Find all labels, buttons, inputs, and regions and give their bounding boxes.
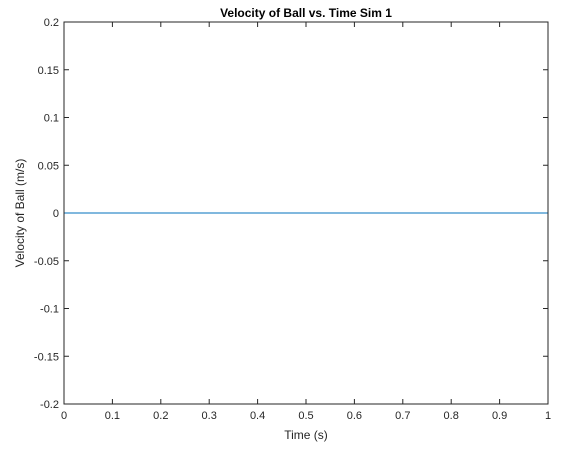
y-tick-label: 0.15 [38,65,59,77]
plot-frame [63,21,549,405]
x-tick-label: 1 [545,410,551,422]
y-tick-label: 0.2 [44,17,59,29]
x-tick-label: 0.9 [492,410,507,422]
x-tick-label: 0.2 [153,410,168,422]
chart-title: Velocity of Ball vs. Time Sim 1 [220,6,392,20]
y-tick-label: 0.1 [44,113,59,125]
x-tick-label: 0.6 [347,410,362,422]
x-tick-label: 0.8 [444,410,459,422]
y-tick-labels: 0.2 0.15 0.1 0.05 0 -0.05 -0.1 -0.15 -0.2 [34,17,59,411]
x-tick-label: 0.4 [250,410,265,422]
y-tick-label: -0.05 [34,256,59,268]
x-tick-label: 0.5 [298,410,313,422]
y-tick-label: -0.15 [34,351,59,363]
y-axis-title: Velocity of Ball (m/s) [13,159,27,268]
x-tick-label: 0.1 [105,410,120,422]
y-tick-label: 0.05 [38,160,59,172]
x-tick-label: 0.3 [202,410,217,422]
x-tick-labels: 0 0.1 0.2 0.3 0.4 0.5 0.6 0.7 0.8 0.9 1 [61,410,551,422]
x-axis-title: Time (s) [284,428,328,442]
y-tick-label: -0.1 [40,304,59,316]
y-tick-label: -0.2 [40,399,59,411]
x-tick-label: 0 [61,410,67,422]
y-tick-label: 0 [53,208,59,220]
x-tick-label: 0.7 [395,410,410,422]
